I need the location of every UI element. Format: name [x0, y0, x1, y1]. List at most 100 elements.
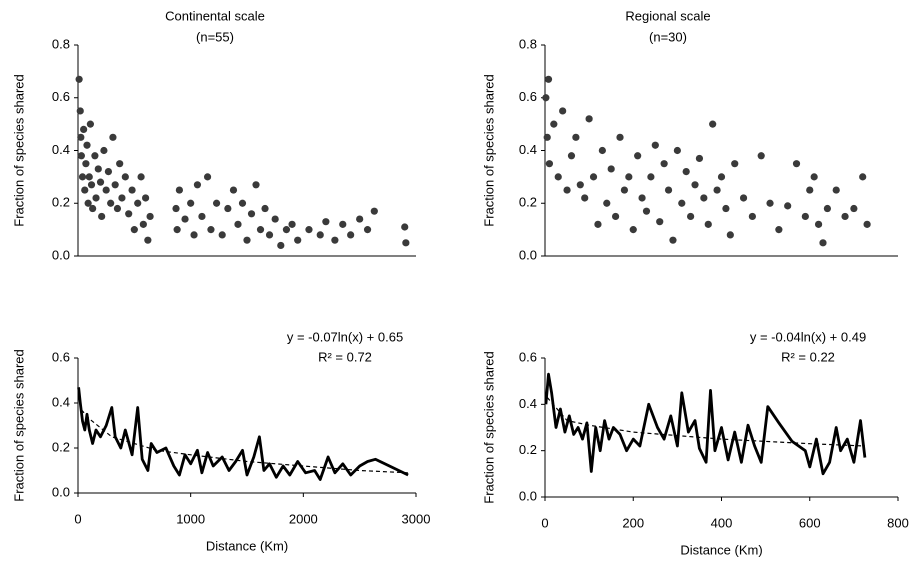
- y-tick-label: 0.4: [519, 396, 537, 411]
- scatter-point: [212, 199, 221, 207]
- scatter-point: [265, 231, 274, 239]
- scatter-point: [203, 173, 212, 181]
- scatter-point: [139, 220, 147, 228]
- scatter-point: [704, 220, 712, 228]
- panel-title: Regional scale: [625, 8, 710, 23]
- scatter-point: [294, 236, 302, 244]
- scatter-point: [748, 212, 756, 221]
- scatter-point: [288, 220, 296, 228]
- scatter-point: [100, 146, 108, 155]
- x-axis-label: Distance (Km): [680, 542, 762, 557]
- scatter-point: [550, 120, 558, 128]
- scatter-point: [277, 241, 285, 250]
- scatter-point: [116, 160, 124, 168]
- scatter-point: [638, 194, 646, 202]
- scatter-point: [118, 194, 126, 202]
- scatter-point: [78, 173, 87, 181]
- x-tick-label: 2000: [289, 511, 318, 526]
- y-tick-label: 0.4: [519, 142, 537, 157]
- y-tick-label: 0.6: [519, 349, 537, 364]
- scatter-point: [173, 226, 181, 234]
- trend-r2: R² = 0.22: [781, 349, 835, 364]
- scatter-point: [271, 215, 279, 223]
- data-line: [544, 372, 867, 476]
- trend-line: [546, 397, 865, 447]
- scatter-point: [572, 133, 580, 141]
- scatter-point: [814, 220, 823, 228]
- y-tick-label: 0.0: [52, 247, 70, 262]
- scatter-point: [709, 120, 717, 128]
- y-tick-label: 0.8: [519, 36, 537, 51]
- scatter-point: [625, 173, 633, 181]
- scatter-point: [634, 152, 642, 160]
- scatter-point: [687, 212, 695, 221]
- scatter-point: [806, 186, 814, 194]
- scatter-point: [832, 186, 840, 194]
- y-tick-label: 0.6: [519, 89, 537, 104]
- scatter-point: [113, 204, 122, 213]
- scatter-point: [77, 152, 85, 160]
- panel-subtitle: (n=55): [196, 29, 234, 44]
- scatter-point: [316, 231, 324, 239]
- scatter-point: [85, 173, 93, 181]
- scatter-point: [94, 165, 102, 173]
- scatter-point: [682, 168, 690, 176]
- scatter-point: [84, 199, 92, 207]
- scatter-point: [187, 199, 195, 207]
- scatter-point: [810, 173, 818, 181]
- scatter-point: [144, 236, 152, 244]
- scatter-point: [616, 133, 624, 141]
- scatter-point: [98, 212, 106, 221]
- x-axis-label: Distance (Km): [206, 538, 288, 553]
- scatter-point: [207, 226, 215, 234]
- scatter-point: [660, 160, 668, 168]
- scatter-point: [642, 207, 651, 215]
- scatter-point: [125, 210, 133, 218]
- scatter-point: [784, 202, 792, 210]
- scatter-point: [198, 212, 206, 221]
- scatter-point: [111, 181, 119, 189]
- scatter-point: [77, 133, 85, 141]
- scatter-point: [75, 75, 83, 83]
- x-tick-label: 0: [541, 515, 548, 530]
- scatter-point: [664, 186, 673, 194]
- x-tick-label: 800: [887, 515, 909, 530]
- scatter-point: [819, 239, 827, 247]
- scatter-point: [559, 107, 567, 115]
- scatter-point: [134, 199, 142, 207]
- x-tick-label: 200: [622, 515, 644, 530]
- scatter-point: [218, 231, 226, 239]
- scatter-point: [86, 120, 94, 128]
- scatter-point: [669, 236, 677, 244]
- scatter-point: [305, 226, 313, 234]
- scatter-point: [80, 125, 88, 133]
- scatter-point: [282, 226, 291, 234]
- scatter-point: [801, 212, 809, 221]
- scatter-point: [678, 199, 686, 207]
- scatter-point: [841, 212, 849, 221]
- scatter-point: [224, 204, 232, 213]
- y-axis-label: Fraction of species shared: [11, 74, 26, 226]
- scatter-point: [594, 220, 602, 228]
- scatter-point: [89, 204, 97, 213]
- scatter-point: [585, 115, 593, 123]
- scatter-point: [96, 178, 105, 186]
- scatter-point: [775, 226, 783, 234]
- trend-r2: R² = 0.72: [318, 349, 372, 364]
- scatter-point: [563, 186, 571, 194]
- y-tick-label: 0.2: [519, 195, 537, 210]
- scatter-point: [823, 204, 832, 213]
- scatter-point: [261, 204, 269, 213]
- x-tick-label: 1000: [176, 511, 205, 526]
- scatter-point: [722, 204, 730, 213]
- data-line: [77, 387, 409, 481]
- scatter-point: [545, 160, 554, 168]
- scatter-point: [543, 133, 551, 141]
- scatter-point: [850, 204, 858, 213]
- scatter-point: [695, 154, 704, 163]
- scatter-point: [629, 226, 637, 234]
- scatter-point: [322, 218, 330, 226]
- scatter-point: [356, 215, 364, 223]
- scatter-point: [181, 215, 189, 223]
- y-tick-label: 0.8: [52, 36, 70, 51]
